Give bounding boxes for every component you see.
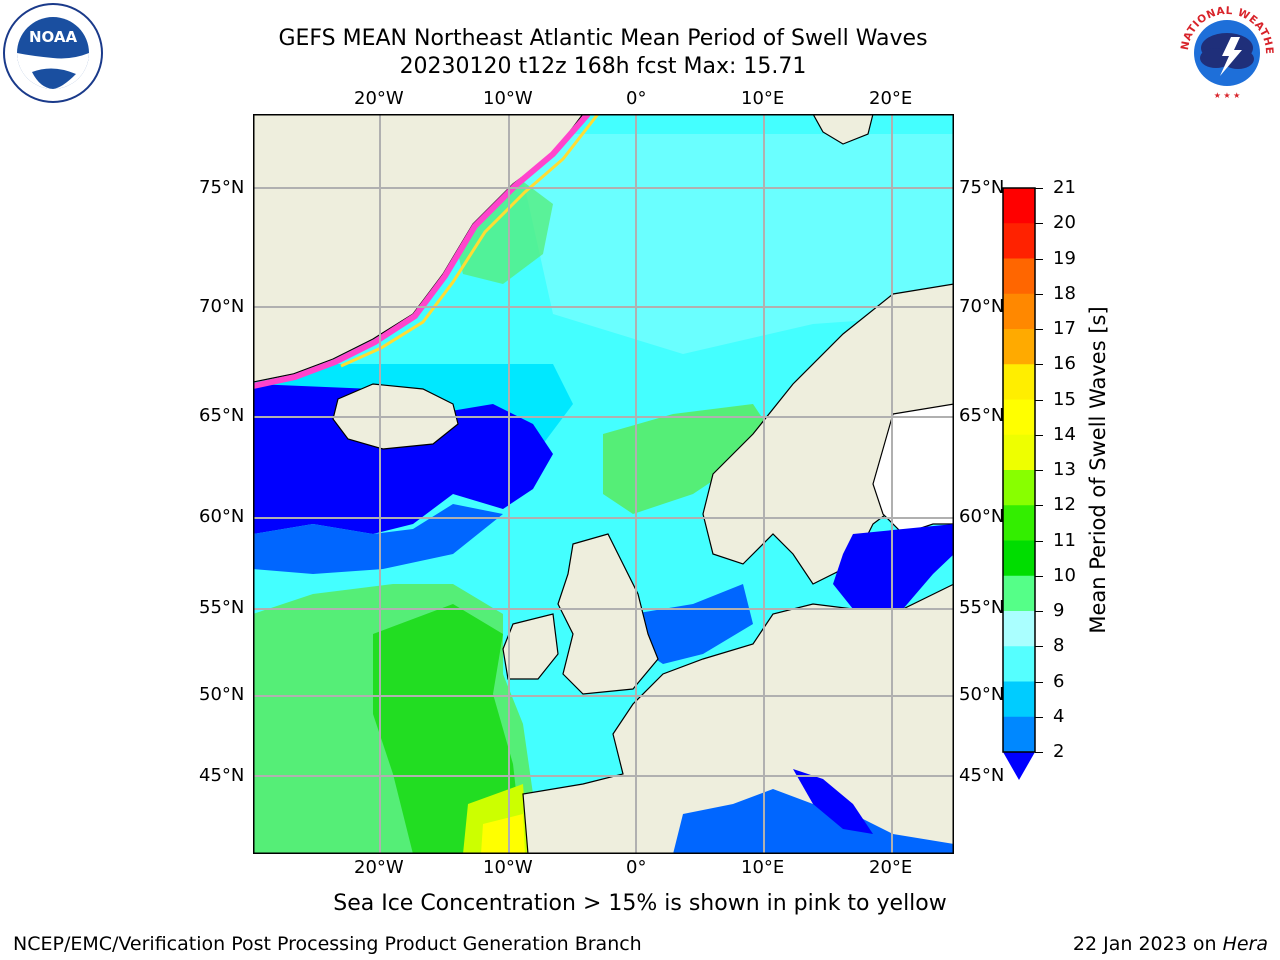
colorbar-tick xyxy=(1035,329,1043,330)
colorbar-tick-label: 19 xyxy=(1053,247,1076,269)
colorbar-tick-label: 8 xyxy=(1053,635,1065,657)
colorbar-tick xyxy=(1035,646,1043,648)
lat-label-right: 75°N xyxy=(959,177,1005,198)
colorbar-tick-label: 10 xyxy=(1053,564,1076,586)
colorbar-tick xyxy=(1035,716,1043,718)
lat-label-left: 75°N xyxy=(199,177,245,198)
colorbar-tick-label: 21 xyxy=(1053,177,1076,198)
colorbar-tick xyxy=(1035,364,1043,366)
lat-label-right: 55°N xyxy=(959,597,1005,618)
sea-ice-edge xyxy=(253,114,591,389)
land-svalbard xyxy=(812,114,874,145)
colorbar-swatch xyxy=(1003,188,1035,224)
lat-label-right: 50°N xyxy=(959,684,1005,705)
colorbar-tick xyxy=(1035,611,1043,612)
colorbar-tick-label: 18 xyxy=(1053,282,1076,304)
colorbar-tick xyxy=(1035,752,1043,753)
colorbar-tick-label: 6 xyxy=(1053,670,1065,692)
lon-label-top: 20°E xyxy=(869,88,913,109)
lon-label-bottom: 10°E xyxy=(741,857,785,878)
lon-label-top: 10°E xyxy=(741,88,785,109)
lat-label-right: 45°N xyxy=(959,765,1005,786)
colorbar-tick-label: 2 xyxy=(1053,741,1065,762)
lon-label-bottom: 10°W xyxy=(483,857,533,878)
lat-label-right: 60°N xyxy=(959,506,1005,527)
lat-label-left: 60°N xyxy=(199,506,245,527)
colorbar-swatch xyxy=(1003,434,1035,471)
colorbar-swatch xyxy=(1003,681,1035,718)
colorbar-swatch xyxy=(1003,611,1035,647)
lon-label-bottom: 20°E xyxy=(869,857,913,878)
colorbar-tick-label: 13 xyxy=(1053,459,1076,480)
lat-label-left: 70°N xyxy=(199,296,245,317)
colorbar-swatch xyxy=(1003,329,1035,365)
colorbar-tick xyxy=(1035,434,1043,436)
colorbar-swatch xyxy=(1003,646,1035,682)
nws-logo: NATIONAL WEATHER SERVICE ★ ★ ★ xyxy=(1176,2,1276,102)
lat-label-left: 50°N xyxy=(199,684,245,705)
colorbar-tick-label: 20 xyxy=(1053,212,1076,234)
colorbar-swatch xyxy=(1003,505,1035,541)
colorbar-tick xyxy=(1035,470,1043,471)
lon-label-top: 10°W xyxy=(483,88,533,109)
colorbar-tick-label: 11 xyxy=(1053,529,1076,551)
colorbar-tick-label: 14 xyxy=(1053,423,1076,445)
colorbar-swatch xyxy=(1003,223,1035,259)
colorbar-tick xyxy=(1035,188,1043,189)
sea-ice-caption: Sea Ice Concentration > 15% is shown in … xyxy=(333,891,947,916)
lat-label-right: 70°N xyxy=(959,296,1005,317)
colorbar-swatch xyxy=(1003,470,1035,506)
colorbar-swatch xyxy=(1003,293,1035,330)
lat-label-right: 65°N xyxy=(959,405,1005,426)
colorbar-tick xyxy=(1035,540,1043,542)
colorbar-tick xyxy=(1035,575,1043,577)
lon-label-bottom: 0° xyxy=(626,857,647,878)
land-ireland xyxy=(502,613,559,680)
colorbar-extend-triangle xyxy=(1003,752,1035,780)
map-frame xyxy=(253,114,954,854)
colorbar-swatch xyxy=(1003,399,1035,436)
colorbar-tick-label: 17 xyxy=(1053,318,1076,339)
colorbar-tick xyxy=(1035,505,1043,507)
land-great-britain xyxy=(557,533,659,695)
colorbar-tick-label: 9 xyxy=(1053,600,1065,621)
colorbar-tick xyxy=(1035,223,1043,225)
colorbar-tick-label: 16 xyxy=(1053,353,1076,375)
colorbar-label: Mean Period of Swell Waves [s] xyxy=(1086,306,1110,634)
chart-title: GEFS MEAN Northeast Atlantic Mean Period… xyxy=(278,26,928,51)
colorbar-swatch xyxy=(1003,258,1035,295)
lon-label-top: 0° xyxy=(626,88,647,109)
colorbar-tick xyxy=(1035,293,1043,295)
colorbar-swatch xyxy=(1003,575,1035,612)
land-europe xyxy=(522,583,954,854)
colorbar-tick-label: 12 xyxy=(1053,494,1076,516)
footer-host: Hera xyxy=(1222,933,1268,955)
noaa-logo: NOAA xyxy=(3,3,103,103)
mediterranean-sea xyxy=(673,789,954,854)
chart-subtitle: 20230120 t12z 168h fcst Max: 15.71 xyxy=(399,54,807,79)
footer-left: NCEP/EMC/Verification Post Processing Pr… xyxy=(13,933,642,955)
colorbar-tick xyxy=(1035,258,1043,260)
colorbar-tick-label: 4 xyxy=(1053,705,1065,727)
footer-date-text: 22 Jan 2023 on xyxy=(1072,933,1217,955)
colorbar-tick-label: 15 xyxy=(1053,388,1076,410)
footer-date: 22 Jan 2023 on Hera xyxy=(1073,933,1268,955)
lat-label-left: 55°N xyxy=(199,597,245,618)
map-panel xyxy=(253,114,954,854)
colorbar-swatch xyxy=(1003,716,1035,753)
svg-text:★ ★ ★: ★ ★ ★ xyxy=(1214,91,1241,100)
colorbar xyxy=(1002,187,1036,780)
lon-label-top: 20°W xyxy=(354,88,404,109)
colorbar-tick xyxy=(1035,399,1043,401)
colorbar-swatch xyxy=(1003,540,1035,577)
colorbar-tick xyxy=(1035,681,1043,683)
colorbar-swatch xyxy=(1003,364,1035,400)
lat-label-left: 65°N xyxy=(199,405,245,426)
graticule xyxy=(253,114,954,854)
lon-label-bottom: 20°W xyxy=(354,857,404,878)
lat-label-left: 45°N xyxy=(199,765,245,786)
baltic-sea xyxy=(833,524,954,609)
noaa-text: NOAA xyxy=(29,28,78,46)
